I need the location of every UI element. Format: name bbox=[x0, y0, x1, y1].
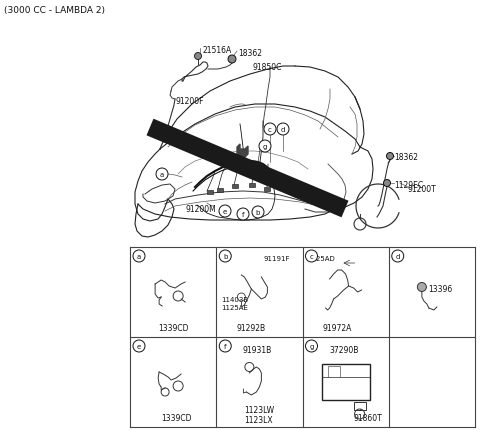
Circle shape bbox=[219, 206, 231, 218]
Text: a: a bbox=[160, 172, 164, 178]
Text: 91860T: 91860T bbox=[354, 413, 383, 422]
Bar bbox=[354, 402, 366, 410]
Text: e: e bbox=[223, 209, 227, 215]
Text: e: e bbox=[137, 343, 141, 349]
Circle shape bbox=[384, 180, 391, 187]
Circle shape bbox=[228, 56, 236, 64]
Bar bbox=[322, 364, 370, 400]
Text: a: a bbox=[137, 253, 141, 259]
Circle shape bbox=[133, 250, 145, 262]
Text: 1125AE: 1125AE bbox=[221, 304, 248, 310]
Circle shape bbox=[219, 250, 231, 262]
Text: 37290B: 37290B bbox=[330, 345, 359, 354]
Text: 91200F: 91200F bbox=[175, 97, 204, 106]
Text: b: b bbox=[223, 253, 228, 259]
Text: (3000 CC - LAMBDA 2): (3000 CC - LAMBDA 2) bbox=[4, 6, 105, 15]
Text: g: g bbox=[263, 144, 267, 150]
Circle shape bbox=[305, 250, 317, 262]
Text: 1129EC: 1129EC bbox=[394, 181, 423, 190]
Circle shape bbox=[219, 340, 231, 352]
Circle shape bbox=[264, 124, 276, 136]
Text: d: d bbox=[281, 127, 285, 133]
Text: 91292B: 91292B bbox=[237, 323, 266, 332]
Text: b: b bbox=[256, 209, 260, 215]
Text: 1123LX: 1123LX bbox=[244, 415, 273, 424]
Circle shape bbox=[194, 53, 202, 60]
Text: 1339CD: 1339CD bbox=[158, 323, 189, 332]
Text: f: f bbox=[224, 343, 227, 349]
Text: 91200M: 91200M bbox=[185, 205, 216, 214]
Text: 91972A: 91972A bbox=[323, 323, 352, 332]
Text: g: g bbox=[309, 343, 314, 349]
Bar bbox=[207, 190, 213, 194]
Circle shape bbox=[252, 206, 264, 218]
Text: c: c bbox=[310, 253, 313, 259]
Text: 91200T: 91200T bbox=[408, 184, 437, 194]
Circle shape bbox=[418, 283, 426, 292]
Circle shape bbox=[386, 153, 394, 160]
Text: c: c bbox=[268, 127, 272, 133]
Circle shape bbox=[305, 340, 317, 352]
Text: 1123LW: 1123LW bbox=[244, 405, 275, 414]
Bar bbox=[264, 187, 270, 191]
Circle shape bbox=[259, 141, 271, 153]
Text: d: d bbox=[396, 253, 400, 259]
Polygon shape bbox=[237, 144, 248, 158]
Bar bbox=[249, 184, 255, 187]
Text: 1125AD: 1125AD bbox=[308, 255, 335, 261]
Text: f: f bbox=[242, 212, 244, 218]
Text: 13396: 13396 bbox=[428, 284, 452, 293]
Text: 1339CD: 1339CD bbox=[161, 413, 192, 422]
Circle shape bbox=[156, 169, 168, 181]
Text: 18362: 18362 bbox=[238, 49, 262, 58]
Bar bbox=[232, 184, 238, 189]
Text: 11403B: 11403B bbox=[221, 296, 248, 302]
Circle shape bbox=[237, 209, 249, 221]
Text: 18362: 18362 bbox=[394, 153, 418, 162]
Circle shape bbox=[277, 124, 289, 136]
Polygon shape bbox=[146, 120, 348, 218]
Circle shape bbox=[133, 340, 145, 352]
Text: 21516A: 21516A bbox=[202, 46, 231, 55]
Circle shape bbox=[392, 250, 404, 262]
Text: 91191F: 91191F bbox=[264, 255, 290, 261]
Text: 91931B: 91931B bbox=[243, 345, 272, 354]
Text: 91850C: 91850C bbox=[252, 63, 281, 72]
Bar bbox=[217, 189, 223, 193]
